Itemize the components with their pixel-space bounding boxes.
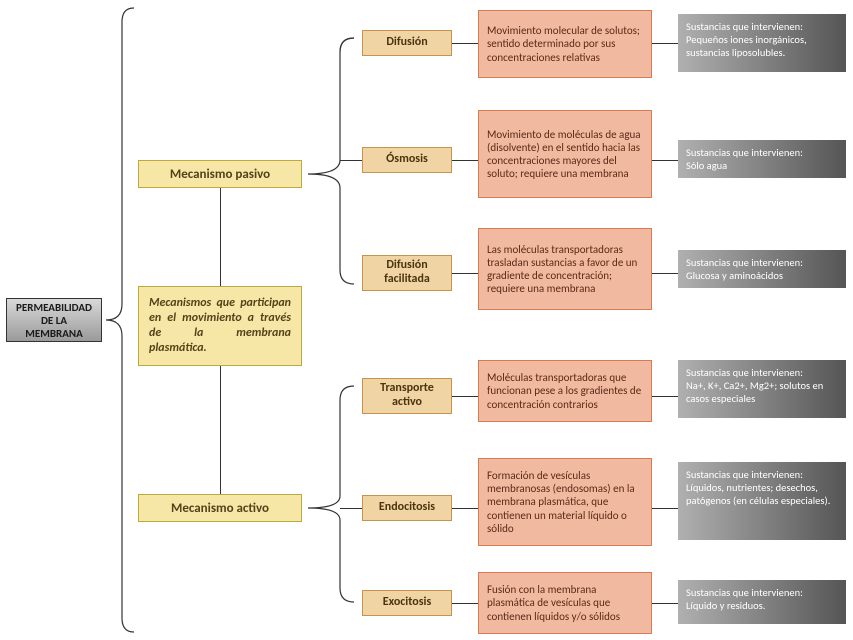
connector-diffac-2 <box>652 273 678 274</box>
def-osmosis-text: Movimiento de moléculas de agua (disolve… <box>487 128 643 181</box>
connector-endo-1 <box>452 508 478 509</box>
def-transp-act: Moléculas transportadoras que funcionan … <box>478 360 652 422</box>
subs-exocitosis-body: Líquido y residuos. <box>686 599 765 612</box>
connector-exo-2 <box>652 603 678 604</box>
subs-difusion: Sustancias que intervienen: Pequeños ion… <box>678 14 846 72</box>
subs-exocitosis-title: Sustancias que intervienen: <box>686 586 803 599</box>
sub-dif-fac: Difusión facilitada <box>362 255 452 291</box>
root-title: PERMEABILIDAD DE LA MEMBRANA <box>11 301 97 340</box>
subs-difusion-title: Sustancias que intervienen: <box>686 20 803 33</box>
sub-endocitosis: Endocitosis <box>362 495 452 521</box>
subs-osmosis-title: Sustancias que intervienen: <box>686 146 803 159</box>
sub-dif-fac-label: Difusión facilitada <box>369 259 445 287</box>
def-difusion: Movimiento molecular de solutos; sentido… <box>478 10 652 78</box>
sub-osmosis-label: Ósmosis <box>386 153 428 167</box>
connector-endo-0 <box>340 508 362 509</box>
sub-difusion: Difusión <box>362 30 452 56</box>
sub-endocitosis-label: Endocitosis <box>379 501 435 515</box>
connector-desc-active <box>220 366 221 494</box>
def-endocitosis: Formación de vesículas membranosas (endo… <box>478 458 652 546</box>
def-difusion-text: Movimiento molecular de solutos; sentido… <box>487 24 643 64</box>
sub-exocitosis-label: Exocitosis <box>383 596 432 610</box>
connector-difusion-1 <box>452 43 478 44</box>
subs-transp-act: Sustancias que intervienen: Na+, K+, Ca2… <box>678 360 846 418</box>
bracket-active <box>304 356 356 636</box>
description-text: Mecanismos que participan en el movimien… <box>149 296 291 356</box>
bracket-passive <box>304 12 356 312</box>
def-dif-fac-text: Las moléculas transportadoras trasladan … <box>487 243 643 296</box>
connector-osmosis-2 <box>652 160 678 161</box>
def-osmosis: Movimiento de moléculas de agua (disolve… <box>478 110 652 198</box>
mechanism-active-box: Mecanismo activo <box>138 494 302 522</box>
sub-exocitosis: Exocitosis <box>362 590 452 616</box>
mechanism-passive-box: Mecanismo pasivo <box>138 160 302 188</box>
subs-endocitosis-body: Líquidos, nutrientes; desechos, patógeno… <box>686 481 838 507</box>
connector-diffac-1 <box>452 273 478 274</box>
subs-osmosis: Sustancias que intervienen: Sólo agua <box>678 140 846 178</box>
subs-transp-act-body: Na+, K+, Ca2+, Mg2+; solutos en casos es… <box>686 379 838 405</box>
connector-exo-1 <box>452 603 478 604</box>
subs-endocitosis-title: Sustancias que intervienen: <box>686 468 803 481</box>
connector-endo-2 <box>652 508 678 509</box>
subs-dif-fac-title: Sustancias que intervienen: <box>686 256 803 269</box>
sub-osmosis: Ósmosis <box>362 147 452 173</box>
subs-dif-fac-body: Glucosa y aminoácidos <box>686 269 783 282</box>
def-endocitosis-text: Formación de vesículas membranosas (endo… <box>487 469 643 535</box>
def-exocitosis: Fusión con la membrana plasmática de ves… <box>478 572 652 634</box>
description-box: Mecanismos que participan en el movimien… <box>138 286 302 366</box>
mechanism-active-label: Mecanismo activo <box>171 501 269 516</box>
root-title-box: PERMEABILIDAD DE LA MEMBRANA <box>6 298 102 342</box>
mechanism-passive-label: Mecanismo pasivo <box>170 167 270 182</box>
connector-transpact-2 <box>652 396 678 397</box>
sub-transp-act-label: Transporte activo <box>369 382 445 410</box>
connector-transpact-1 <box>452 396 478 397</box>
def-transp-act-text: Moléculas transportadoras que funcionan … <box>487 371 643 411</box>
subs-osmosis-body: Sólo agua <box>686 159 727 172</box>
def-exocitosis-text: Fusión con la membrana plasmática de ves… <box>487 583 643 623</box>
subs-transp-act-title: Sustancias que intervienen: <box>686 366 803 379</box>
sub-transp-act: Transporte activo <box>362 378 452 414</box>
sub-difusion-label: Difusión <box>386 36 427 50</box>
def-dif-fac: Las moléculas transportadoras trasladan … <box>478 228 652 310</box>
subs-difusion-body: Pequeños iones inorgánicos, sustancias l… <box>686 33 838 59</box>
subs-endocitosis: Sustancias que intervienen: Líquidos, nu… <box>678 462 846 540</box>
connector-desc-passive <box>220 188 221 286</box>
connector-difusion-2 <box>652 43 678 44</box>
bracket-root <box>104 8 136 632</box>
connector-osmosis-0 <box>340 160 362 161</box>
subs-exocitosis: Sustancias que intervienen: Líquido y re… <box>678 580 846 624</box>
subs-dif-fac: Sustancias que intervienen: Glucosa y am… <box>678 250 846 288</box>
connector-osmosis-1 <box>452 160 478 161</box>
